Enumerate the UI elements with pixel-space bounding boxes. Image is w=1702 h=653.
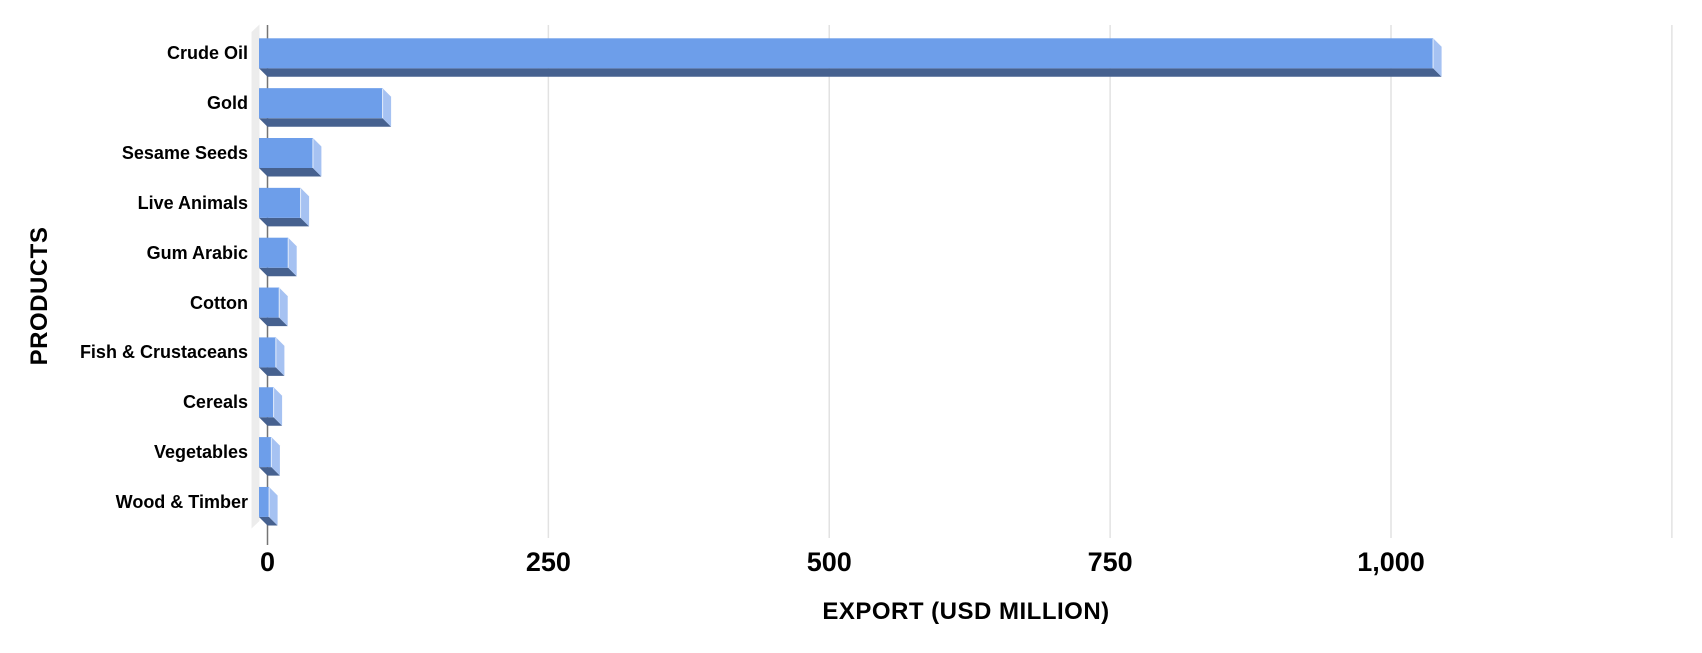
- x-tick-label: 750: [1087, 547, 1133, 577]
- bar-bottom-face: [259, 217, 310, 227]
- bar-side-face: [271, 437, 280, 476]
- bar-bottom-face: [259, 118, 392, 127]
- bar-side-face: [382, 88, 392, 127]
- bar-side-face: [300, 187, 310, 227]
- bar-side-face: [288, 237, 297, 277]
- bar: [259, 486, 270, 517]
- category-label: Live Animals: [137, 192, 248, 213]
- bar-bottom-face: [259, 267, 297, 277]
- category-label: Gold: [207, 93, 248, 114]
- x-tick-label: 500: [806, 547, 852, 577]
- category-label: Cotton: [190, 292, 248, 313]
- bar-bottom-face: [259, 417, 283, 426]
- category-label: Gum Arabic: [146, 242, 248, 263]
- bar: [259, 437, 272, 468]
- bar-side-face: [275, 337, 285, 376]
- bar-bottom-face: [259, 168, 322, 177]
- category-label: Wood & Timber: [115, 491, 248, 512]
- category-label: Sesame Seeds: [121, 143, 248, 163]
- bar-side-face: [273, 387, 283, 426]
- bar: [259, 387, 274, 418]
- category-label: Fish & Crustaceans: [79, 342, 248, 363]
- x-axis-title: EXPORT (USD MILLION): [822, 598, 1110, 625]
- x-tick-label: 1,000: [1357, 547, 1425, 577]
- bar-bottom-face: [259, 317, 288, 327]
- category-label: Crude Oil: [166, 43, 248, 64]
- bar: [259, 187, 301, 218]
- bar: [259, 88, 383, 119]
- x-tick-label: 250: [525, 547, 571, 577]
- bar-bottom-face: [259, 467, 280, 476]
- bar-side-face: [1433, 38, 1442, 77]
- axis-wall-3d: [251, 24, 260, 529]
- bar-bottom-face: [259, 367, 285, 376]
- bar: [259, 138, 313, 168]
- x-tick-label: 0: [259, 547, 276, 577]
- bar-bottom-face: [259, 517, 278, 526]
- bar: [259, 38, 1434, 69]
- category-label: Cereals: [182, 392, 248, 413]
- bar: [259, 337, 276, 368]
- bar-side-face: [269, 487, 278, 526]
- bar: [259, 237, 289, 268]
- bar-side-face: [279, 287, 288, 327]
- y-axis-title: PRODUCTS: [26, 226, 53, 366]
- bar-side-face: [312, 138, 322, 177]
- category-label: Vegetables: [153, 442, 248, 463]
- bar: [259, 287, 280, 318]
- bar-bottom-face: [259, 68, 1442, 77]
